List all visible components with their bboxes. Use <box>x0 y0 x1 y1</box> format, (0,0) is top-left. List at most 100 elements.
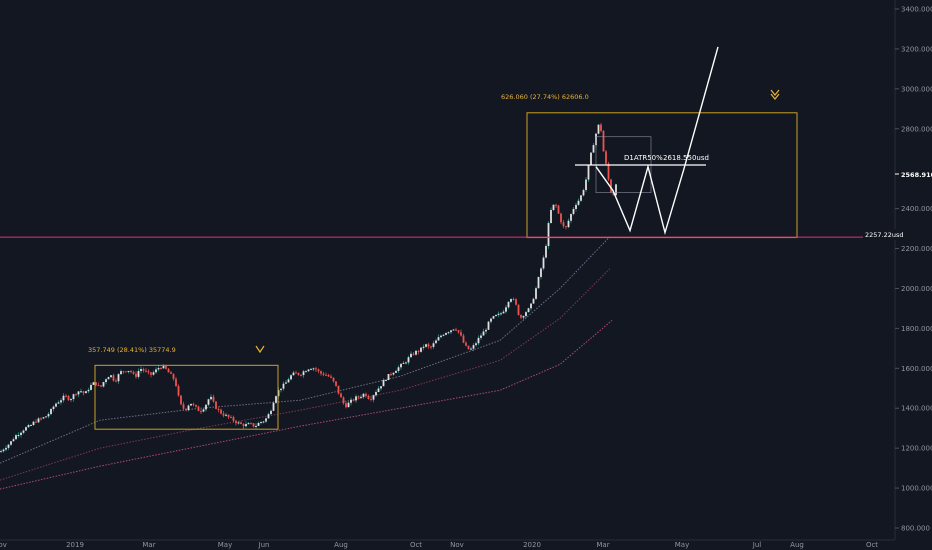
candle-body <box>242 424 245 427</box>
candle-body <box>325 374 327 376</box>
candle-body <box>150 372 152 375</box>
candle-body <box>392 372 395 375</box>
candle-body <box>462 335 465 343</box>
candle-body <box>415 350 417 355</box>
candle-body <box>317 369 320 372</box>
candle-body <box>615 184 617 196</box>
candle-body <box>255 425 257 427</box>
candle-body <box>565 226 567 228</box>
candle-body <box>52 406 55 409</box>
x-tick-label: Oct <box>866 541 878 549</box>
candle-body <box>452 329 455 331</box>
candle-body <box>587 164 590 180</box>
x-tick-label: Nov <box>0 541 7 549</box>
candle-body <box>535 288 537 299</box>
candle-body <box>0 451 2 453</box>
candle-body <box>80 391 82 393</box>
candle-body <box>62 395 65 401</box>
candle-body <box>92 382 95 385</box>
candle-body <box>607 163 610 180</box>
y-tick-label: 3200.000 <box>901 45 932 53</box>
candle-body <box>572 208 575 214</box>
candle-body <box>290 375 292 380</box>
candle-body <box>37 418 40 423</box>
candle-body <box>460 332 462 336</box>
candle-body <box>217 408 220 410</box>
candle-body <box>200 411 202 413</box>
level-price-label-bg <box>863 229 897 240</box>
candle-body <box>602 130 605 152</box>
candle-body <box>440 335 442 338</box>
x-tick-label: Jun <box>258 541 270 549</box>
candle-body <box>260 421 262 423</box>
candle-body <box>407 357 410 363</box>
candle-body <box>377 388 380 392</box>
candle-body <box>357 396 360 398</box>
candle-body <box>192 403 195 405</box>
candle-body <box>42 417 45 419</box>
candle-body <box>510 299 512 302</box>
candle-body <box>210 396 212 400</box>
candle-body <box>160 368 162 370</box>
candle-body <box>327 375 330 377</box>
candle-body <box>2 449 5 452</box>
candle-body <box>310 368 312 370</box>
candle-body <box>182 404 185 409</box>
candle-body <box>232 417 235 421</box>
price-axis[interactable]: 800.000 1000.000 1200.000 1400.000 1600.000 1… <box>894 0 932 540</box>
candle-body <box>522 315 525 318</box>
candle-body <box>497 313 500 315</box>
candle-body <box>402 362 405 364</box>
candle-body <box>465 342 467 346</box>
current-price-tag: 2568.910 <box>901 171 932 179</box>
candle-body <box>287 379 290 383</box>
candle-body <box>340 393 342 398</box>
candle-body <box>257 422 260 426</box>
candle-body <box>337 385 340 394</box>
y-tick-label: 3400.000 <box>901 6 932 14</box>
candle-body <box>470 348 472 350</box>
candle-body <box>322 373 325 375</box>
candle-body <box>67 395 70 401</box>
candle-body <box>7 444 10 448</box>
candle-body <box>405 362 407 364</box>
candle-body <box>222 413 225 416</box>
x-tick-label: Nov <box>450 541 464 549</box>
y-tick-label: 1200.000 <box>901 445 932 453</box>
candle-body <box>457 330 460 333</box>
candle-body <box>502 311 505 314</box>
candle-body <box>220 409 222 414</box>
x-tick-label: 2019 <box>66 541 84 549</box>
candle-body <box>550 209 552 224</box>
candle-body <box>35 421 37 423</box>
x-tick-label: Oct <box>410 541 422 549</box>
candle-body <box>320 371 322 374</box>
candle-body <box>172 373 175 379</box>
candle-body <box>365 393 367 396</box>
candle-body <box>295 372 297 374</box>
candle-body <box>90 384 92 390</box>
candle-body <box>555 204 557 206</box>
candle-body <box>107 377 110 380</box>
candle-body <box>125 371 127 373</box>
candle-body <box>25 427 27 431</box>
candle-body <box>605 151 607 164</box>
candle-body <box>500 313 502 315</box>
candle-body <box>95 382 97 385</box>
candle-body <box>345 403 347 408</box>
candle-body <box>285 382 287 384</box>
candle-body <box>480 335 482 338</box>
x-tick-label: Aug <box>790 541 804 549</box>
range-box <box>94 364 279 430</box>
candle-body <box>492 316 495 319</box>
candle-body <box>350 399 352 403</box>
candle-body <box>195 404 197 407</box>
time-axis[interactable]: Nov 2019 Mar May Jun Aug Oct Nov 2020 Mar May Jul Au… <box>0 539 895 549</box>
candle-body <box>372 395 375 400</box>
candle-body <box>362 393 365 397</box>
candle-body <box>427 344 430 347</box>
candle-body <box>477 337 480 344</box>
candle-body <box>302 371 305 376</box>
candle-body <box>475 343 477 346</box>
